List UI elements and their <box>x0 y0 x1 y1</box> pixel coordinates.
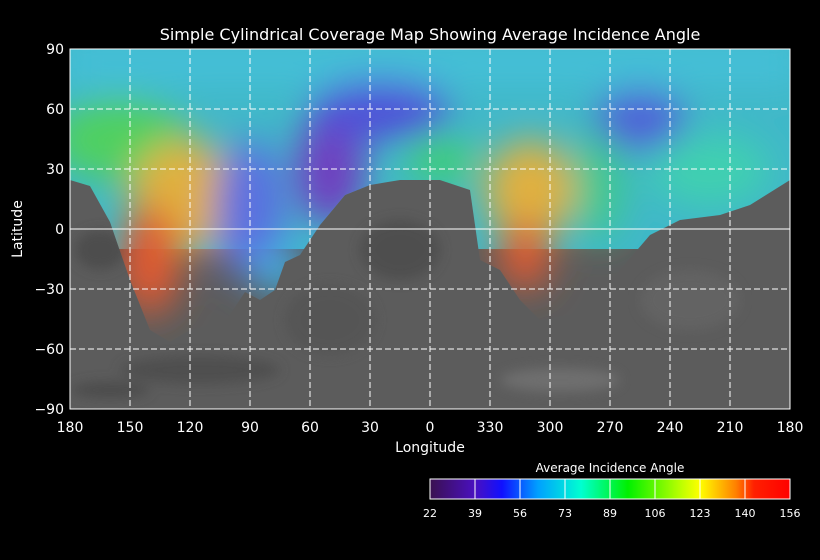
chart-title: Simple Cylindrical Coverage Map Showing … <box>160 25 701 44</box>
y-tick-label: 60 <box>46 102 64 118</box>
x-tick-label: 330 <box>477 420 504 436</box>
coordinate-grid <box>70 49 790 409</box>
x-tick-label: 150 <box>117 420 144 436</box>
x-tick-label: 60 <box>301 420 319 436</box>
x-axis-label: Longitude <box>395 440 465 456</box>
x-tick-label: 0 <box>426 420 435 436</box>
colorbar-tick-label: 22 <box>423 507 437 520</box>
colorbar-tick-label: 140 <box>735 507 756 520</box>
map-plot-area <box>70 49 790 409</box>
y-tick-label: −60 <box>34 342 64 358</box>
y-tick-label: −90 <box>34 402 64 418</box>
x-tick-label: 90 <box>241 420 259 436</box>
x-tick-label: 30 <box>361 420 379 436</box>
x-tick-label: 180 <box>57 420 84 436</box>
y-tick-label: 30 <box>46 162 64 178</box>
colorbar-tick-label: 89 <box>603 507 617 520</box>
colorbar-tick-label: 106 <box>645 507 666 520</box>
x-tick-label: 240 <box>657 420 684 436</box>
x-tick-label: 180 <box>777 420 804 436</box>
x-tick-label: 120 <box>177 420 204 436</box>
x-tick-label: 300 <box>537 420 564 436</box>
x-tick-label: 210 <box>717 420 744 436</box>
colorbar: Average Incidence Angle 22 39 56 73 89 106 123… <box>423 461 801 520</box>
colorbar-tick-label: 156 <box>780 507 801 520</box>
colorbar-tick-label: 56 <box>513 507 527 520</box>
colorbar-tick-label: 39 <box>468 507 482 520</box>
y-axis-label: Latitude <box>10 200 26 258</box>
plot-frame <box>69 48 791 410</box>
x-tick-label: 270 <box>597 420 624 436</box>
y-tick-label: 0 <box>55 222 64 238</box>
colorbar-title: Average Incidence Angle <box>536 461 685 475</box>
y-tick-label: −30 <box>34 282 64 298</box>
colorbar-tick-label: 123 <box>690 507 711 520</box>
y-tick-label: 90 <box>46 42 64 58</box>
colorbar-tick-label: 73 <box>558 507 572 520</box>
